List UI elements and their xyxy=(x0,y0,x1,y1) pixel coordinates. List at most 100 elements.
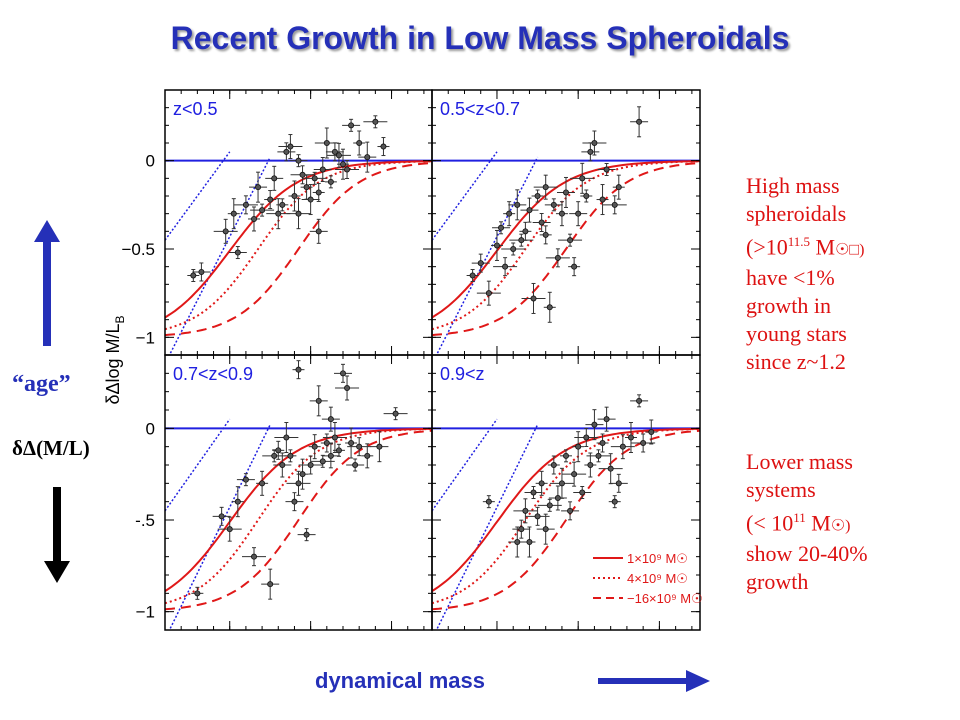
point-marker xyxy=(595,452,602,459)
point-marker xyxy=(599,439,606,446)
data-point xyxy=(276,198,289,212)
data-point xyxy=(321,406,340,432)
data-point xyxy=(645,419,658,445)
note-line: (>1011.5 M☉□) xyxy=(746,234,865,260)
data-point xyxy=(233,195,258,215)
data-point xyxy=(490,229,503,261)
data-point xyxy=(492,221,511,235)
point-marker xyxy=(283,434,290,441)
point-marker xyxy=(327,452,334,459)
point-marker xyxy=(534,513,541,520)
point-marker xyxy=(542,184,549,191)
point-marker xyxy=(283,148,290,155)
point-marker xyxy=(303,184,310,191)
note-line: (< 1011 M☉) xyxy=(746,510,851,536)
point-marker xyxy=(562,189,569,196)
model-curve-dashed xyxy=(165,161,432,337)
panel-3: 0.7<z<0.9 0 -.5 −1 10 11 12 xyxy=(135,354,433,640)
data-point xyxy=(248,206,260,232)
data-point xyxy=(598,453,623,485)
data-point xyxy=(345,427,358,459)
data-point xyxy=(289,154,308,168)
point-marker xyxy=(319,458,326,465)
data-point xyxy=(277,142,296,162)
point-marker xyxy=(226,526,233,533)
data-point xyxy=(297,528,316,542)
note-line: systems xyxy=(746,477,816,502)
point-marker xyxy=(546,502,553,509)
point-marker xyxy=(514,538,521,545)
point-marker xyxy=(648,428,655,435)
note-line: since z~1.2 xyxy=(746,349,846,375)
point-marker xyxy=(567,237,574,244)
x-tick-label: 12 xyxy=(650,639,669,640)
point-marker xyxy=(364,154,371,161)
x-axis-caption: dynamical mass xyxy=(315,668,485,693)
data-point xyxy=(574,428,599,447)
data-point xyxy=(324,175,337,189)
data-point xyxy=(370,431,389,463)
data-point xyxy=(539,225,552,245)
data-point xyxy=(555,201,568,227)
point-marker xyxy=(510,245,517,252)
point-marker xyxy=(291,193,298,200)
y-axis-label-main: δΔlog M/L xyxy=(103,323,123,404)
data-point xyxy=(597,406,616,432)
point-marker xyxy=(603,166,610,173)
model-curve-dashed xyxy=(432,161,700,337)
point-marker xyxy=(542,526,549,533)
point-marker xyxy=(323,140,330,147)
point-marker xyxy=(558,480,565,487)
point-marker xyxy=(636,397,643,404)
data-point xyxy=(608,495,621,509)
data-point xyxy=(521,282,546,314)
data-point xyxy=(256,470,269,496)
data-point xyxy=(313,157,332,182)
point-marker xyxy=(364,452,371,459)
y-tick-label: -.5 xyxy=(135,511,155,530)
data-point xyxy=(582,130,607,156)
point-marker xyxy=(356,140,363,147)
point-marker xyxy=(599,196,606,203)
data-point xyxy=(332,443,345,457)
low-mass-note: Lower mass systems (< 1011 M☉) show 20-4… xyxy=(746,448,946,596)
data-point xyxy=(249,171,268,203)
point-marker xyxy=(583,193,590,200)
data-point xyxy=(580,189,593,203)
x-tick-label: 12 xyxy=(382,639,401,640)
right-arrow-icon xyxy=(598,670,710,692)
y-tick-label: −0.5 xyxy=(121,240,155,259)
data-point xyxy=(250,203,275,217)
point-marker xyxy=(275,210,282,217)
point-marker xyxy=(255,184,262,191)
point-marker xyxy=(279,461,286,468)
point-marker xyxy=(319,166,326,173)
y-tick-label: 0 xyxy=(146,152,155,171)
point-marker xyxy=(526,538,533,545)
point-marker xyxy=(611,201,618,208)
point-marker xyxy=(331,434,338,441)
point-marker xyxy=(538,219,545,226)
data-point xyxy=(300,174,313,200)
point-marker xyxy=(344,384,351,391)
point-marker xyxy=(348,122,355,129)
point-marker xyxy=(567,507,574,514)
data-point xyxy=(217,516,242,542)
model-curve-dashed xyxy=(165,429,432,611)
point-marker xyxy=(218,513,225,520)
data-point xyxy=(363,115,388,129)
data-point xyxy=(266,198,291,230)
point-marker xyxy=(327,178,334,185)
data-point xyxy=(342,118,361,132)
point-marker xyxy=(335,152,342,159)
point-marker xyxy=(522,507,529,514)
panel-frame xyxy=(431,354,701,631)
data-point xyxy=(596,433,609,453)
point-marker xyxy=(327,416,334,423)
point-marker xyxy=(558,210,565,217)
data-point xyxy=(557,176,575,208)
point-marker xyxy=(315,189,322,196)
data-point xyxy=(285,492,304,512)
point-marker xyxy=(250,553,257,560)
scatter-figure: z<0.5 0 −0.5 −1 0.5<z<0.7 0.7<z<0.9 0 -.5 −1 10 11… xyxy=(103,89,703,640)
